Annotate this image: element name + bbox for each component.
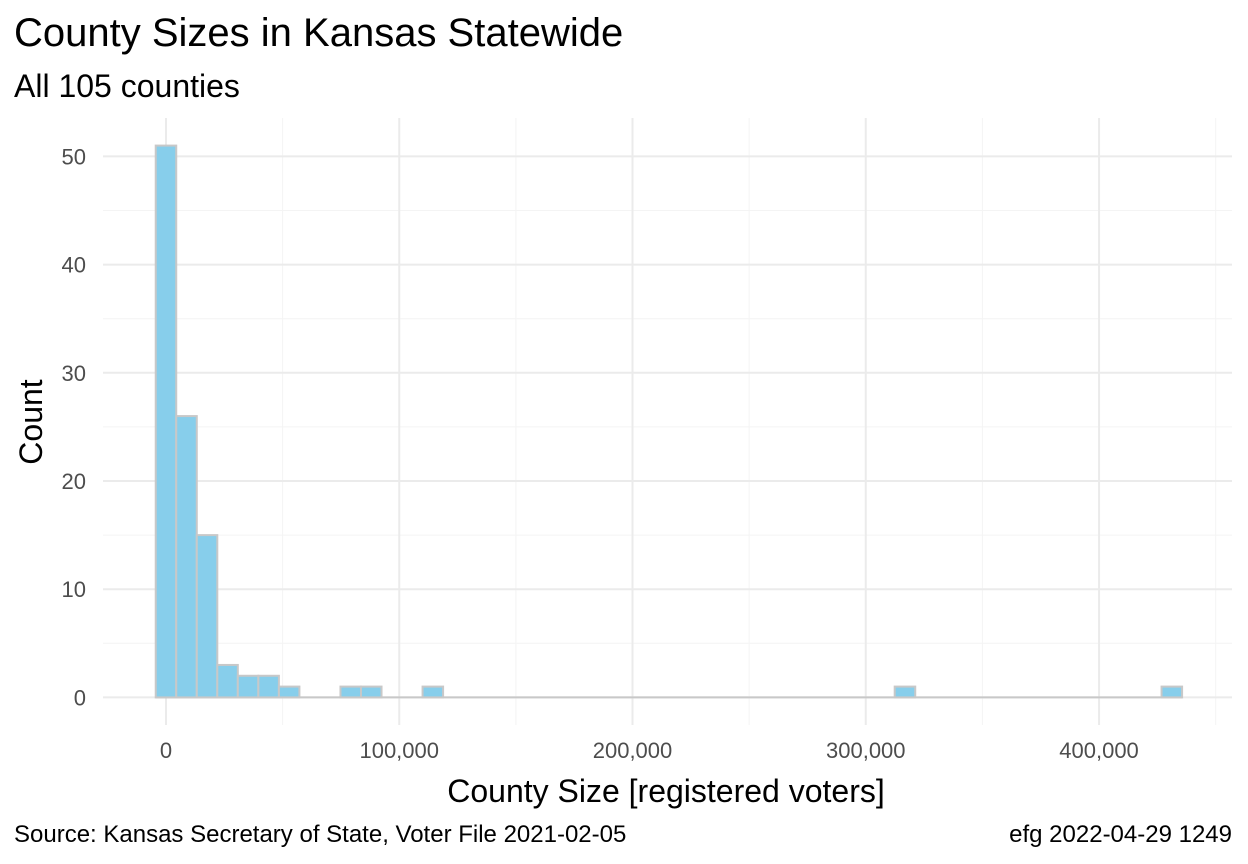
histogram-bar: [277, 685, 301, 699]
x-axis-title: County Size [registered voters]: [447, 773, 885, 809]
y-tick-label: 0: [74, 685, 86, 710]
histogram-bar: [195, 534, 219, 699]
x-tick-label: 100,000: [359, 738, 439, 763]
histogram-bar: [421, 685, 445, 699]
x-tick-label: 200,000: [593, 738, 673, 763]
axis-tick-labels: 0 100,000 200,000 300,000 400,000 0 10 20 30 40 50: [62, 144, 1139, 763]
x-tick-label: 0: [160, 738, 172, 763]
histogram-bar: [154, 144, 178, 699]
y-tick-label: 20: [62, 469, 86, 494]
histogram-bar: [257, 674, 280, 699]
y-tick-label: 10: [62, 577, 86, 602]
grid-lines: [103, 118, 1232, 725]
histogram-bar: [236, 674, 260, 699]
source-caption: Source: Kansas Secretary of State, Voter…: [14, 821, 627, 848]
histogram-bar: [175, 415, 198, 699]
y-tick-label: 30: [62, 361, 86, 386]
y-tick-label: 50: [62, 144, 86, 169]
histogram-bars: [154, 144, 1184, 699]
histogram-bar: [1160, 685, 1184, 699]
histogram-bar: [359, 685, 383, 699]
y-axis-title: Count: [13, 379, 49, 465]
histogram-bar: [339, 685, 362, 699]
x-tick-label: 300,000: [826, 738, 906, 763]
y-tick-label: 40: [62, 253, 86, 278]
chart-title: County Sizes in Kansas Statewide: [14, 11, 624, 55]
histogram-bar: [893, 685, 917, 699]
chart-subtitle: All 105 counties: [14, 68, 240, 104]
x-tick-label: 400,000: [1059, 738, 1139, 763]
histogram-bar: [216, 663, 239, 699]
author-caption: efg 2022-04-29 1249: [1009, 821, 1232, 848]
